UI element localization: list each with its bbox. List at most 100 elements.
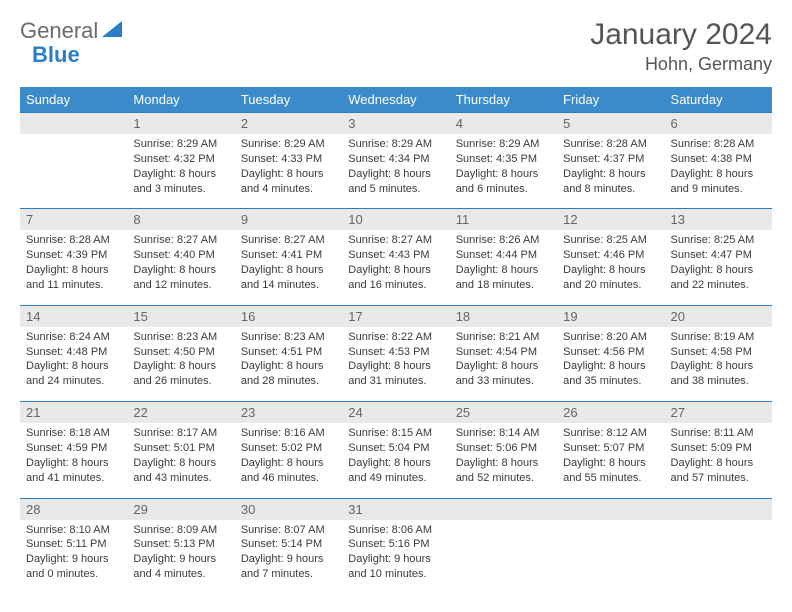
sunset-text: Sunset: 4:40 PM: [133, 248, 228, 263]
daylight-text: Daylight: 8 hours and 57 minutes.: [671, 456, 766, 486]
sunrise-text: Sunrise: 8:27 AM: [241, 233, 336, 248]
sunrise-text: Sunrise: 8:16 AM: [241, 426, 336, 441]
daylight-text: Daylight: 8 hours and 52 minutes.: [456, 456, 551, 486]
sunrise-text: Sunrise: 8:25 AM: [671, 233, 766, 248]
daylight-text: Daylight: 9 hours and 10 minutes.: [348, 552, 443, 582]
day-content-cell: Sunrise: 8:09 AMSunset: 5:13 PMDaylight:…: [127, 520, 234, 594]
day-content-cell: Sunrise: 8:15 AMSunset: 5:04 PMDaylight:…: [342, 423, 449, 498]
day-content-cell: [557, 520, 664, 594]
daylight-text: Daylight: 8 hours and 49 minutes.: [348, 456, 443, 486]
sunset-text: Sunset: 5:01 PM: [133, 441, 228, 456]
day-content-cell: Sunrise: 8:10 AMSunset: 5:11 PMDaylight:…: [20, 520, 127, 594]
sunset-text: Sunset: 4:46 PM: [563, 248, 658, 263]
day-number-cell: 11: [450, 209, 557, 231]
day-content-cell: Sunrise: 8:28 AMSunset: 4:38 PMDaylight:…: [665, 134, 772, 209]
daylight-text: Daylight: 8 hours and 12 minutes.: [133, 263, 228, 293]
day-content-cell: Sunrise: 8:19 AMSunset: 4:58 PMDaylight:…: [665, 327, 772, 402]
daylight-text: Daylight: 8 hours and 14 minutes.: [241, 263, 336, 293]
day-content-cell: Sunrise: 8:27 AMSunset: 4:40 PMDaylight:…: [127, 230, 234, 305]
day-number-cell: 22: [127, 402, 234, 424]
day-content-cell: Sunrise: 8:14 AMSunset: 5:06 PMDaylight:…: [450, 423, 557, 498]
day-number-cell: 5: [557, 113, 664, 135]
day-content-cell: Sunrise: 8:23 AMSunset: 4:51 PMDaylight:…: [235, 327, 342, 402]
weekday-header: Monday: [127, 87, 234, 113]
day-content-cell: Sunrise: 8:29 AMSunset: 4:32 PMDaylight:…: [127, 134, 234, 209]
sunset-text: Sunset: 5:11 PM: [26, 537, 121, 552]
sunrise-text: Sunrise: 8:28 AM: [563, 137, 658, 152]
daylight-text: Daylight: 8 hours and 16 minutes.: [348, 263, 443, 293]
sunrise-text: Sunrise: 8:26 AM: [456, 233, 551, 248]
daylight-text: Daylight: 8 hours and 20 minutes.: [563, 263, 658, 293]
day-content-row: Sunrise: 8:10 AMSunset: 5:11 PM Daylight:…: [20, 520, 772, 594]
daylight-text: Daylight: 9 hours and 4 minutes.: [133, 552, 228, 582]
daylight-text: Daylight: 8 hours and 35 minutes.: [563, 359, 658, 389]
daylight-text: Daylight: 8 hours and 4 minutes.: [241, 167, 336, 197]
sunrise-text: Sunrise: 8:15 AM: [348, 426, 443, 441]
daylight-text: Daylight: 8 hours and 55 minutes.: [563, 456, 658, 486]
sunrise-text: Sunrise: 8:10 AM: [26, 523, 121, 538]
sunrise-text: Sunrise: 8:23 AM: [133, 330, 228, 345]
sunrise-text: Sunrise: 8:29 AM: [241, 137, 336, 152]
sunrise-text: Sunrise: 8:20 AM: [563, 330, 658, 345]
sunrise-text: Sunrise: 8:24 AM: [26, 330, 121, 345]
sunset-text: Sunset: 4:53 PM: [348, 345, 443, 360]
day-content-cell: Sunrise: 8:18 AMSunset: 4:59 PMDaylight:…: [20, 423, 127, 498]
day-number-cell: 24: [342, 402, 449, 424]
sunset-text: Sunset: 4:39 PM: [26, 248, 121, 263]
day-number-cell: 12: [557, 209, 664, 231]
daylight-text: Daylight: 8 hours and 26 minutes.: [133, 359, 228, 389]
day-number-cell: 6: [665, 113, 772, 135]
sunset-text: Sunset: 4:54 PM: [456, 345, 551, 360]
brand-logo: General: [20, 18, 124, 44]
day-content-row: Sunrise: 8:28 AMSunset: 4:39 PMDaylight:…: [20, 230, 772, 305]
brand-word-1: General: [20, 18, 98, 44]
day-content-row: Sunrise: 8:24 AMSunset: 4:48 PMDaylight:…: [20, 327, 772, 402]
weekday-header: Tuesday: [235, 87, 342, 113]
day-content-row: Sunrise: 8:18 AMSunset: 4:59 PMDaylight:…: [20, 423, 772, 498]
day-number-cell: 3: [342, 113, 449, 135]
sunset-text: Sunset: 4:34 PM: [348, 152, 443, 167]
daylight-text: Daylight: 8 hours and 5 minutes.: [348, 167, 443, 197]
day-number-cell: [450, 498, 557, 520]
daylight-text: Daylight: 8 hours and 38 minutes.: [671, 359, 766, 389]
day-content-cell: Sunrise: 8:24 AMSunset: 4:48 PMDaylight:…: [20, 327, 127, 402]
day-number-cell: [20, 113, 127, 135]
daylight-text: Daylight: 8 hours and 6 minutes.: [456, 167, 551, 197]
sunset-text: Sunset: 4:47 PM: [671, 248, 766, 263]
sunrise-text: Sunrise: 8:22 AM: [348, 330, 443, 345]
day-number-cell: 19: [557, 305, 664, 327]
weekday-header: Saturday: [665, 87, 772, 113]
sunrise-text: Sunrise: 8:11 AM: [671, 426, 766, 441]
day-content-cell: Sunrise: 8:12 AMSunset: 5:07 PMDaylight:…: [557, 423, 664, 498]
day-number-cell: 25: [450, 402, 557, 424]
daylight-text: Daylight: 8 hours and 8 minutes.: [563, 167, 658, 197]
day-number-cell: 17: [342, 305, 449, 327]
day-number-cell: 29: [127, 498, 234, 520]
day-content-cell: Sunrise: 8:29 AMSunset: 4:33 PMDaylight:…: [235, 134, 342, 209]
sunset-text: Sunset: 5:04 PM: [348, 441, 443, 456]
day-number-cell: 21: [20, 402, 127, 424]
weekday-header: Wednesday: [342, 87, 449, 113]
daylight-text: Daylight: 8 hours and 3 minutes.: [133, 167, 228, 197]
day-content-cell: Sunrise: 8:27 AMSunset: 4:41 PMDaylight:…: [235, 230, 342, 305]
daylight-text: Daylight: 8 hours and 46 minutes.: [241, 456, 336, 486]
calendar-table: Sunday Monday Tuesday Wednesday Thursday…: [20, 87, 772, 594]
calendar-body: 123456Sunrise: 8:29 AMSunset: 4:32 PMDay…: [20, 113, 772, 594]
day-content-cell: Sunrise: 8:06 AMSunset: 5:16 PMDaylight:…: [342, 520, 449, 594]
sunset-text: Sunset: 5:16 PM: [348, 537, 443, 552]
header: General January 2024 Hohn, Germany: [20, 18, 772, 75]
sunset-text: Sunset: 4:41 PM: [241, 248, 336, 263]
day-number-cell: [557, 498, 664, 520]
sunrise-text: Sunrise: 8:29 AM: [348, 137, 443, 152]
sunset-text: Sunset: 5:07 PM: [563, 441, 658, 456]
weekday-header: Sunday: [20, 87, 127, 113]
day-number-cell: 8: [127, 209, 234, 231]
day-number-row: 78910111213: [20, 209, 772, 231]
day-number-cell: 30: [235, 498, 342, 520]
daylight-text: Daylight: 9 hours and 7 minutes.: [241, 552, 336, 582]
sunrise-text: Sunrise: 8:25 AM: [563, 233, 658, 248]
daylight-text: Daylight: 8 hours and 33 minutes.: [456, 359, 551, 389]
day-number-row: 28293031: [20, 498, 772, 520]
sunrise-text: Sunrise: 8:14 AM: [456, 426, 551, 441]
sunset-text: Sunset: 4:43 PM: [348, 248, 443, 263]
